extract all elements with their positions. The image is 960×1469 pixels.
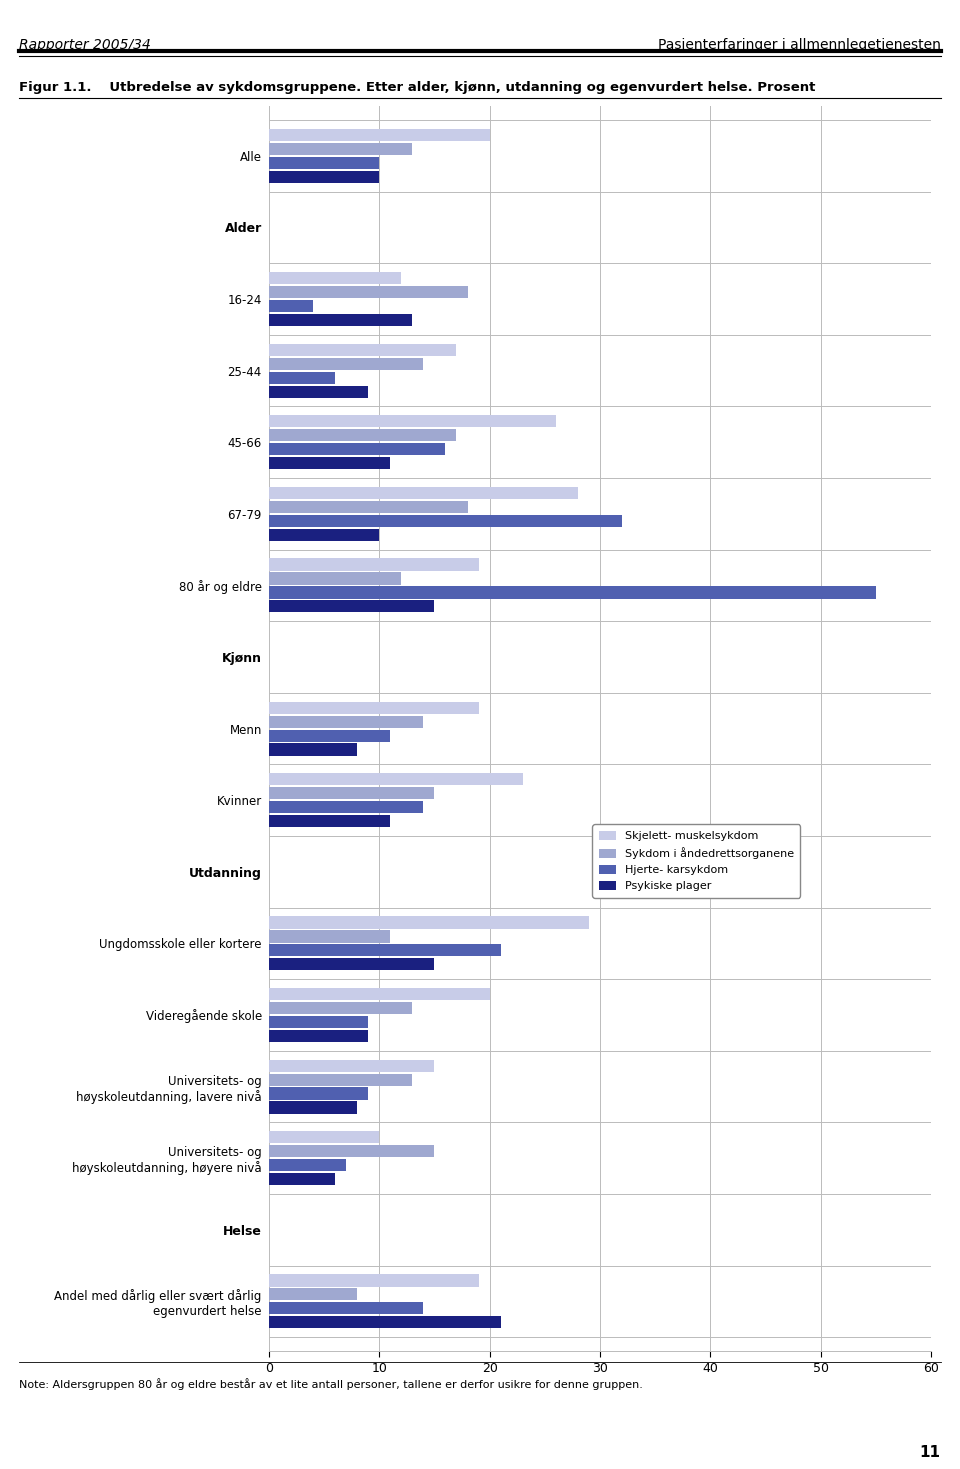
- Bar: [269, 372, 335, 383]
- Bar: [269, 429, 457, 441]
- Bar: [269, 1030, 368, 1042]
- Bar: [269, 300, 313, 311]
- Bar: [269, 1174, 335, 1185]
- Bar: [269, 1316, 501, 1328]
- Bar: [269, 1017, 368, 1028]
- Bar: [269, 1002, 412, 1014]
- Bar: [269, 314, 412, 326]
- Bar: [269, 416, 556, 427]
- Bar: [269, 486, 578, 499]
- Bar: [269, 801, 423, 814]
- Bar: [269, 1087, 368, 1100]
- Legend: Skjelett- muskelsykdom, Sykdom i åndedrettsorganene, Hjerte- karsykdom, Psykiske: Skjelett- muskelsykdom, Sykdom i åndedre…: [592, 824, 801, 898]
- Bar: [269, 170, 379, 184]
- Bar: [269, 1302, 423, 1315]
- Bar: [269, 917, 588, 928]
- Bar: [269, 1274, 478, 1287]
- Bar: [269, 444, 445, 455]
- Text: Rapporter 2005/34: Rapporter 2005/34: [19, 38, 151, 53]
- Bar: [269, 385, 368, 398]
- Text: Figur 1.1.  Utbredelse av sykdomsgruppene. Etter alder, kjønn, utdanning og egen: Figur 1.1. Utbredelse av sykdomsgruppene…: [19, 81, 816, 94]
- Bar: [269, 930, 390, 943]
- Bar: [269, 730, 390, 742]
- Bar: [269, 773, 522, 786]
- Bar: [269, 1159, 346, 1171]
- Bar: [269, 815, 390, 827]
- Bar: [269, 989, 490, 1000]
- Bar: [269, 344, 457, 355]
- Bar: [269, 1288, 357, 1300]
- Bar: [269, 1059, 434, 1072]
- Bar: [269, 142, 412, 156]
- Bar: [269, 1146, 434, 1158]
- Bar: [269, 601, 434, 613]
- Bar: [269, 501, 468, 513]
- Bar: [269, 272, 401, 284]
- Bar: [269, 787, 434, 799]
- Bar: [269, 586, 876, 598]
- Text: 11: 11: [920, 1445, 941, 1460]
- Bar: [269, 573, 401, 585]
- Bar: [269, 558, 478, 570]
- Bar: [269, 1102, 357, 1114]
- Bar: [269, 958, 434, 971]
- Bar: [269, 529, 379, 541]
- Bar: [269, 702, 478, 714]
- Bar: [269, 945, 501, 956]
- Bar: [269, 457, 390, 469]
- Bar: [269, 286, 468, 298]
- Bar: [269, 514, 622, 527]
- Bar: [269, 743, 357, 755]
- Text: Note: Aldersgruppen 80 år og eldre består av et lite antall personer, tallene er: Note: Aldersgruppen 80 år og eldre bestå…: [19, 1378, 643, 1390]
- Bar: [269, 1131, 379, 1143]
- Bar: [269, 357, 423, 370]
- Bar: [269, 157, 379, 169]
- Text: Pasienterfaringer i allmennlegetjenesten: Pasienterfaringer i allmennlegetjenesten: [658, 38, 941, 53]
- Bar: [269, 715, 423, 727]
- Bar: [269, 1074, 412, 1086]
- Bar: [269, 129, 490, 141]
